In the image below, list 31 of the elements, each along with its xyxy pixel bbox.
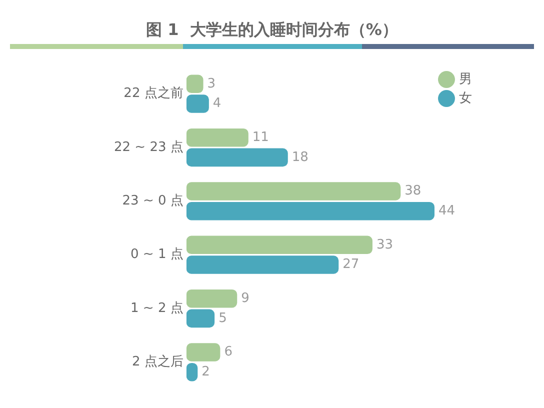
y-tick-label: 1 ~ 2 点 — [130, 300, 184, 316]
data-label: 33 — [376, 237, 394, 252]
data-label: 5 — [218, 310, 227, 326]
bar — [186, 343, 220, 362]
bar — [186, 94, 209, 113]
chart-title: 图 1 大学生的入睡时间分布（%） — [145, 20, 399, 40]
bar — [186, 309, 215, 328]
data-label: 6 — [224, 344, 232, 360]
y-tick-label: 23 ~ 0 点 — [122, 194, 184, 209]
data-label: 11 — [252, 130, 269, 145]
y-tick-label: 0 ~ 1 点 — [130, 247, 184, 262]
data-label: 38 — [404, 184, 422, 199]
data-label: 27 — [342, 257, 360, 272]
bar — [186, 128, 248, 147]
y-tick-label: 22 点之前 — [124, 86, 184, 102]
bar — [186, 182, 401, 200]
bar — [186, 148, 288, 167]
data-label: 4 — [212, 96, 222, 112]
bar — [186, 256, 339, 274]
bar — [186, 202, 434, 220]
y-tick-label: 2 点之后 — [132, 354, 184, 370]
y-tick-label: 22 ~ 23 点 — [114, 140, 184, 155]
bar — [186, 289, 238, 308]
bar — [186, 236, 372, 254]
legend-label: 女 — [459, 90, 472, 106]
legend-label: 男 — [459, 72, 472, 87]
data-label: 18 — [292, 150, 308, 165]
data-label: 44 — [438, 203, 456, 218]
data-label: 3 — [207, 76, 216, 92]
data-label: 2 — [202, 364, 210, 380]
data-label: 9 — [241, 290, 250, 306]
